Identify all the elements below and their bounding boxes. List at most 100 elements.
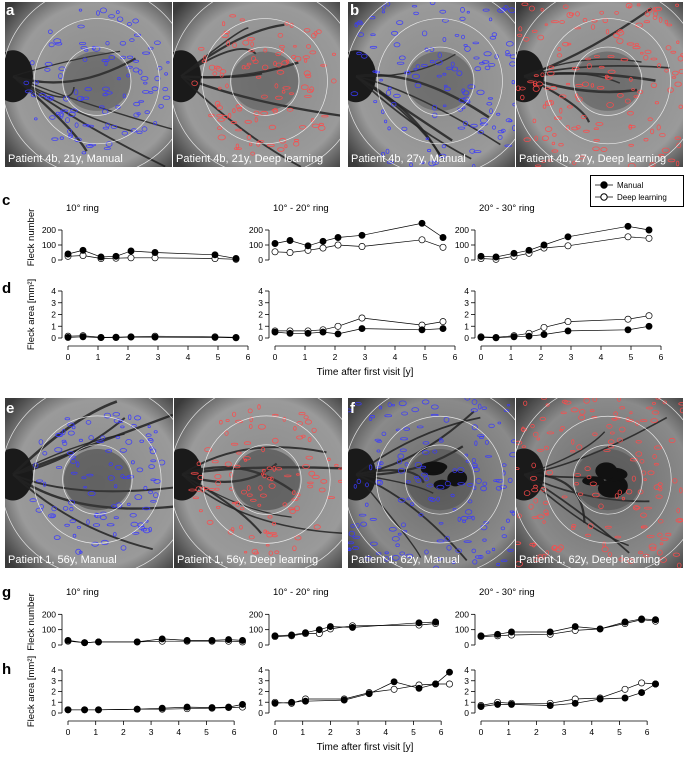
fleck [650, 57, 658, 61]
fleck [457, 467, 465, 474]
fleck [619, 426, 626, 433]
fleck [456, 70, 463, 76]
data-point-manual [645, 322, 653, 330]
fleck [138, 69, 143, 75]
fleck [491, 547, 496, 552]
fleck [678, 69, 683, 74]
data-point-manual [494, 700, 502, 708]
fleck [421, 399, 430, 405]
fleck [71, 425, 76, 430]
fleck [662, 400, 667, 405]
fleck [500, 526, 506, 531]
fleck [643, 478, 647, 481]
fleck [592, 146, 600, 152]
fleck [409, 162, 413, 167]
fleck [643, 54, 649, 61]
fleck [614, 493, 619, 499]
data-point-manual [97, 253, 105, 261]
vessel [355, 445, 464, 476]
fleck [659, 542, 664, 546]
fleck [216, 505, 221, 509]
fleck [649, 162, 656, 167]
fleck [153, 40, 161, 45]
y-tick-label: 2 [51, 687, 56, 697]
fleck [544, 512, 549, 516]
data-point-manual [225, 703, 233, 711]
y-tick-label: 1 [51, 321, 56, 331]
fleck [370, 33, 376, 37]
x-tick-label: 1 [303, 352, 308, 362]
fleck [59, 136, 64, 140]
data-point-deep [645, 234, 653, 242]
fleck [677, 55, 683, 62]
fleck [316, 29, 322, 35]
legend-svg: Manual Deep learning [595, 181, 667, 202]
fleck [120, 474, 125, 479]
fleck [108, 55, 116, 60]
fleck [546, 431, 555, 435]
fleck [142, 506, 151, 511]
fleck [531, 462, 537, 469]
data-point-manual [546, 702, 554, 709]
fleck [265, 544, 270, 547]
fleck [401, 411, 408, 416]
x-tick-label: 0 [479, 727, 484, 737]
data-point-manual [418, 326, 426, 334]
fleck [23, 80, 30, 86]
x-tick-label: 4 [383, 727, 388, 737]
fleck [530, 423, 535, 429]
fleck [651, 401, 656, 405]
fleck [250, 41, 254, 47]
data-point-manual [158, 704, 166, 712]
fleck [258, 485, 263, 491]
fleck [678, 104, 683, 109]
fleck [652, 15, 658, 20]
fleck [244, 119, 252, 124]
fleck [558, 94, 567, 99]
fleck [404, 70, 411, 75]
x-tick-label: 2 [328, 727, 333, 737]
eccentricity-ring [33, 18, 160, 145]
panel-letter-e: e [6, 400, 15, 417]
fleck [533, 497, 539, 504]
caption: Patient 1, 62y, Deep learning [519, 554, 661, 566]
fleck [115, 104, 121, 110]
fleck [374, 438, 381, 442]
fleck [461, 106, 466, 110]
data-point-manual [418, 219, 426, 227]
fleck [237, 107, 243, 112]
fleck [239, 18, 245, 22]
fleck [241, 489, 248, 495]
fleck [563, 400, 572, 405]
fleck [293, 138, 300, 142]
fleck [575, 11, 580, 17]
fleck [533, 74, 539, 77]
fleck [263, 529, 267, 534]
fleck [439, 9, 447, 14]
fleck [391, 403, 395, 407]
fleck [272, 465, 276, 472]
y-tick-label: 0 [258, 255, 263, 265]
fleck [672, 478, 678, 484]
fleck [484, 65, 491, 71]
fleck [136, 467, 144, 473]
fleck [451, 561, 456, 564]
fleck [650, 82, 658, 88]
fleck [657, 63, 662, 69]
data-point-manual [525, 332, 533, 340]
vessel [12, 413, 173, 476]
data-point-manual [540, 331, 548, 338]
data-point-manual [64, 706, 72, 714]
fleck [672, 552, 680, 557]
fleck [354, 402, 362, 406]
fleck [506, 518, 510, 523]
fleck [643, 20, 651, 24]
data-point-manual [492, 334, 500, 342]
fleck [672, 70, 679, 76]
fleck [411, 5, 418, 8]
x-tick-label: 6 [659, 352, 664, 362]
fleck [559, 429, 563, 432]
eccentricity-ring [62, 46, 132, 116]
fleck [567, 42, 572, 46]
fleck [405, 70, 411, 75]
